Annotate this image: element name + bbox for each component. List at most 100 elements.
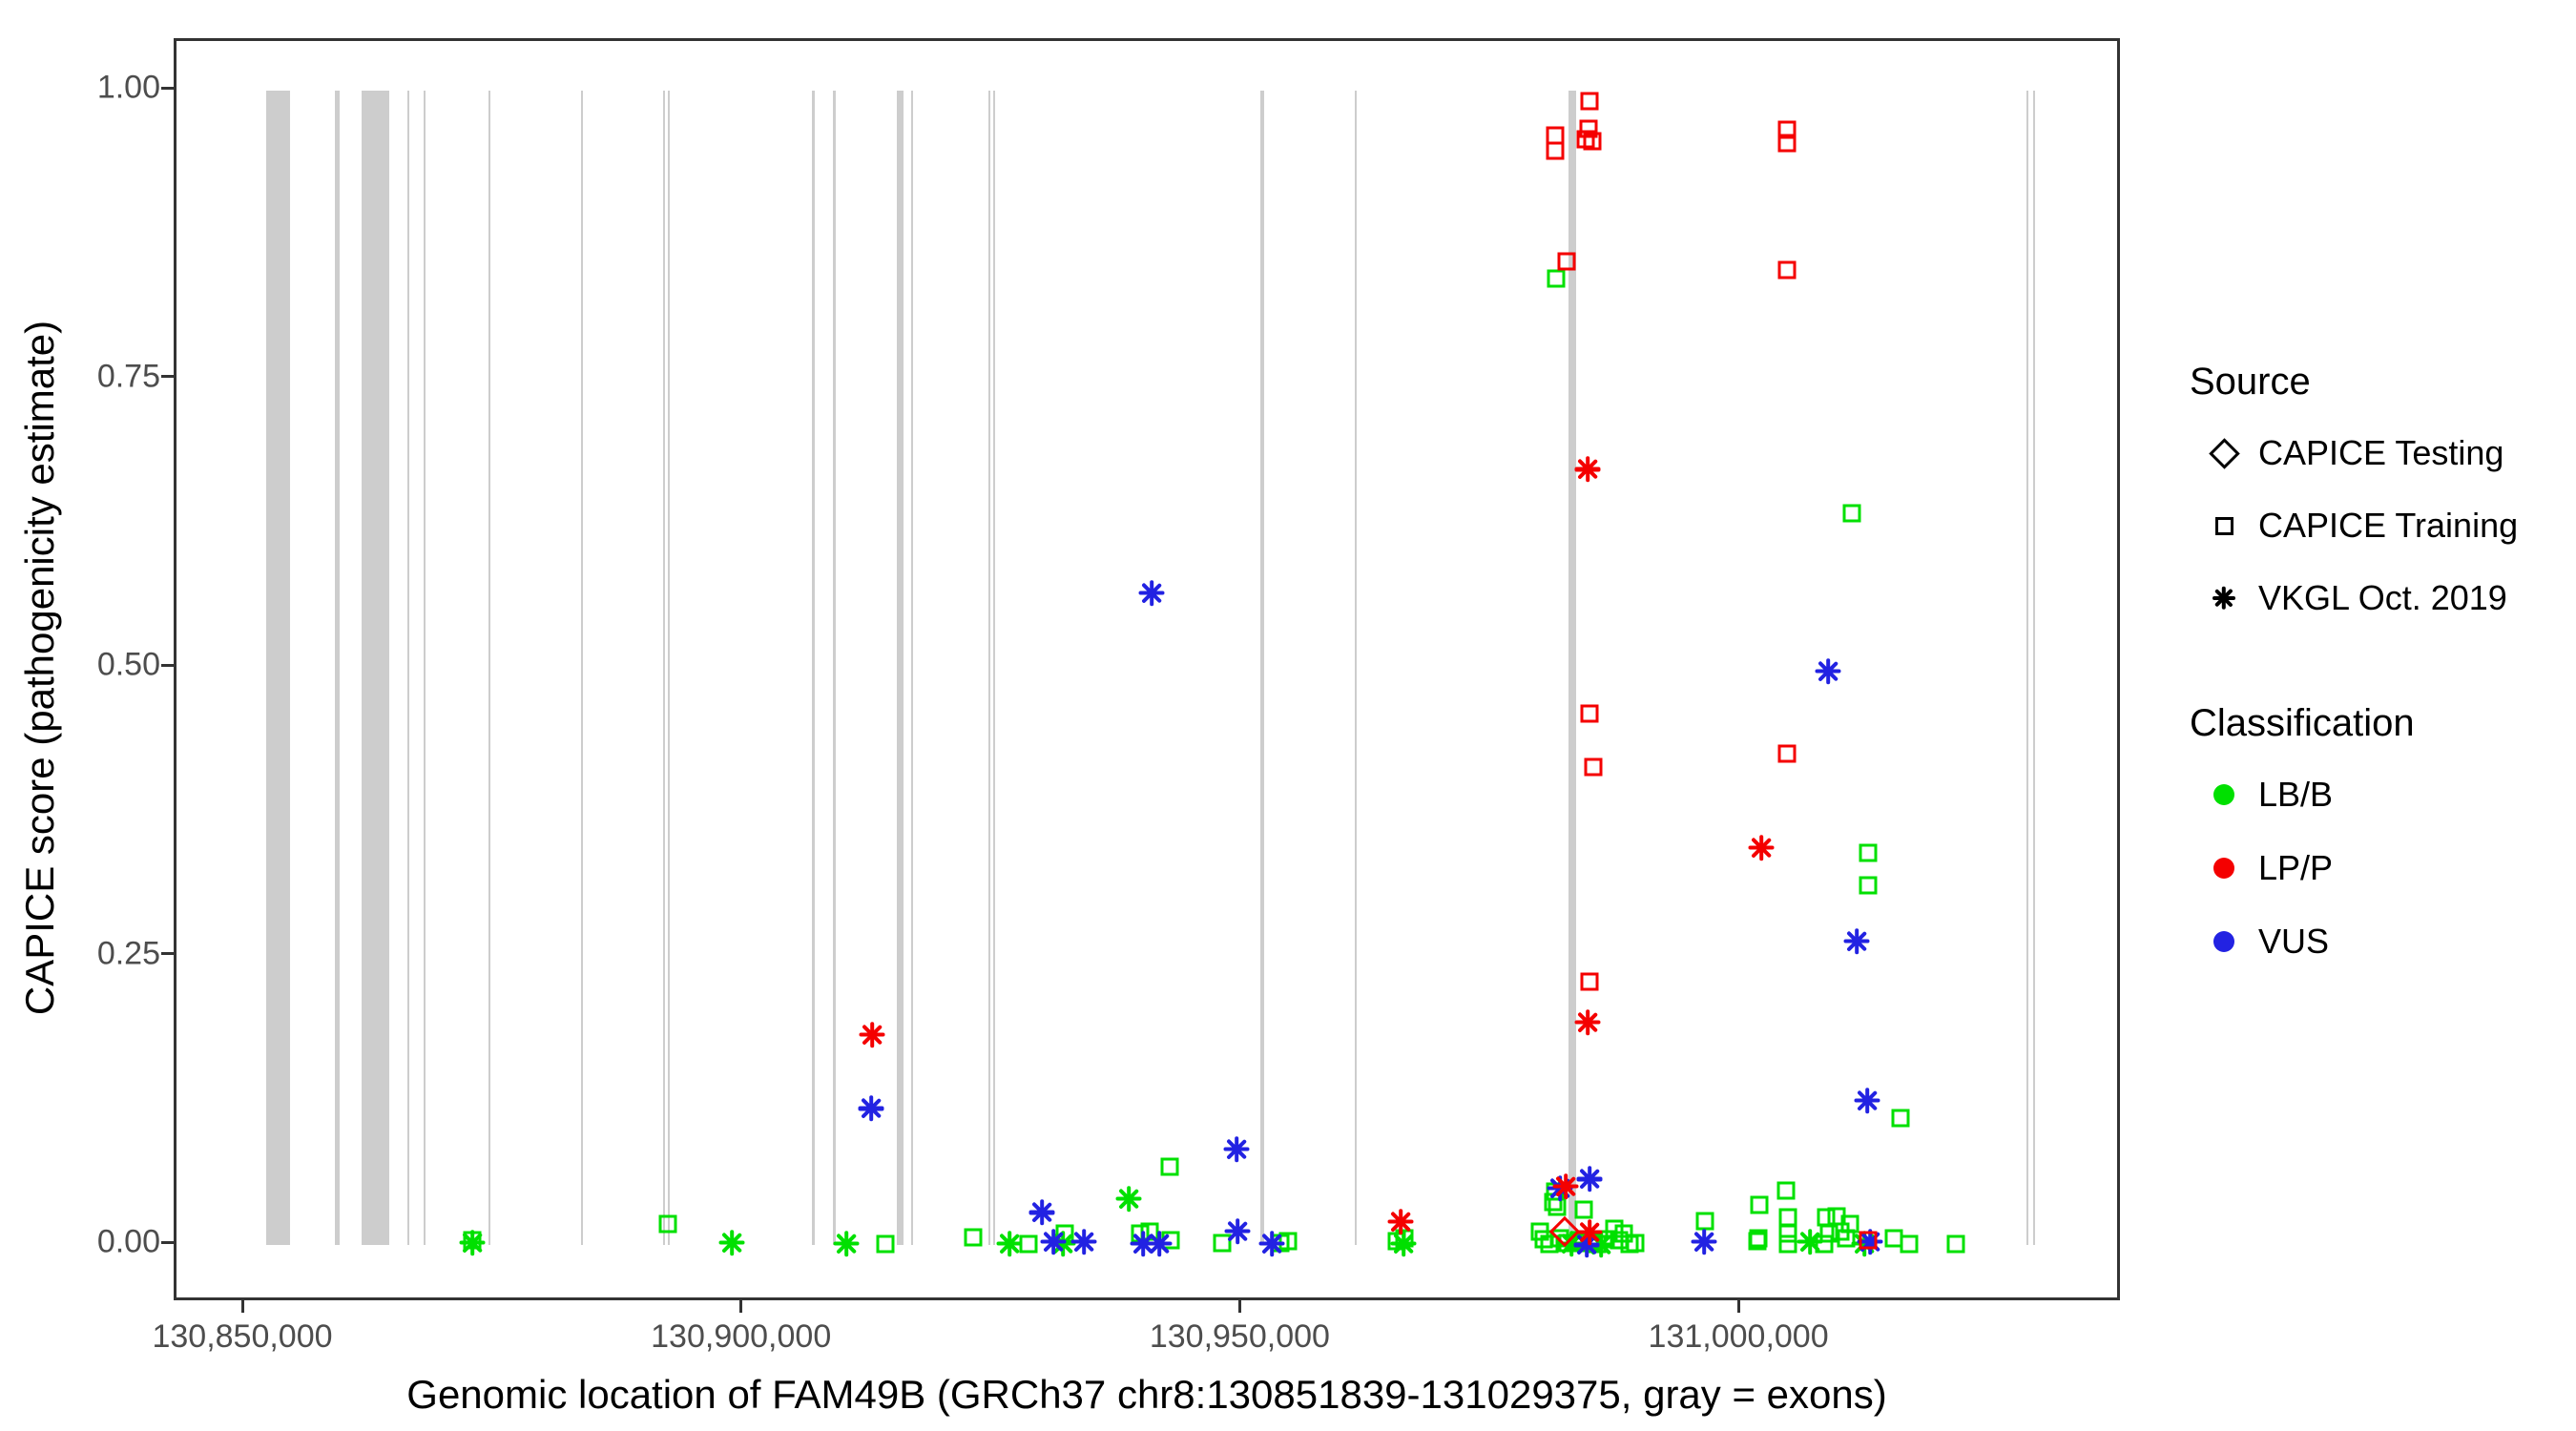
data-point-asterisk xyxy=(1258,1231,1285,1257)
data-point-square xyxy=(1859,876,1878,894)
legend-source-label: VKGL Oct. 2019 xyxy=(2258,578,2507,617)
data-point-asterisk xyxy=(1573,1232,1600,1258)
y-tick-mark xyxy=(161,86,174,90)
data-point-square xyxy=(1540,1234,1559,1254)
exon-bar xyxy=(833,91,837,1245)
data-point-square xyxy=(1547,269,1566,288)
data-point-asterisk xyxy=(1748,835,1775,861)
exon-bar xyxy=(2026,91,2029,1245)
data-point-asterisk xyxy=(1843,928,1870,955)
exon-bar xyxy=(667,91,670,1245)
data-point-asterisk xyxy=(1574,456,1601,483)
x-tick-label: 131,000,000 xyxy=(1648,1318,1829,1355)
data-point-asterisk xyxy=(1146,1231,1173,1257)
x-tick-label: 130,950,000 xyxy=(1149,1318,1330,1355)
data-point-square xyxy=(1778,1234,1797,1254)
exon-bar xyxy=(335,91,340,1245)
data-point-square xyxy=(1584,757,1603,777)
exon-bar xyxy=(2032,91,2035,1245)
data-point-asterisk xyxy=(1049,1231,1076,1257)
data-point-asterisk xyxy=(1040,1228,1067,1255)
data-point-square xyxy=(1614,1224,1633,1243)
y-tick-label: 0.50 xyxy=(96,646,160,683)
data-point-asterisk xyxy=(1138,579,1165,606)
y-tick-mark xyxy=(161,663,174,667)
data-point-asterisk xyxy=(858,1095,883,1122)
data-point-square xyxy=(1777,120,1797,139)
data-point-square xyxy=(1900,1234,1919,1254)
data-point-square xyxy=(1777,260,1797,280)
data-point-asterisk xyxy=(1588,1232,1614,1258)
data-point-square xyxy=(1891,1109,1910,1128)
legend-source-item: CAPICE Training xyxy=(2199,505,2518,547)
data-point-square xyxy=(1580,704,1599,723)
data-point-square xyxy=(1840,1214,1859,1234)
x-tick-label: 130,900,000 xyxy=(651,1318,832,1355)
exon-bar xyxy=(812,91,815,1245)
data-point-square xyxy=(1777,744,1797,763)
data-point-square xyxy=(1750,1195,1769,1214)
data-point-asterisk xyxy=(1854,1088,1880,1114)
x-tick-label: 130,850,000 xyxy=(152,1318,333,1355)
y-axis-title: CAPICE score (pathogenicity estimate) xyxy=(17,320,62,1016)
legend-source-item: CAPICE Testing xyxy=(2199,432,2503,474)
exon-bar xyxy=(265,91,290,1245)
data-point-square xyxy=(1777,134,1797,152)
exon-bar xyxy=(1260,91,1265,1245)
data-point-square xyxy=(1749,1229,1768,1248)
x-tick-mark xyxy=(1736,1300,1740,1313)
data-point-square xyxy=(1842,504,1861,523)
data-point-square xyxy=(1546,141,1565,160)
data-point-asterisk xyxy=(1387,1209,1414,1235)
data-point-square xyxy=(658,1214,677,1234)
legend-classification-label: VUS xyxy=(2258,922,2330,961)
data-point-asterisk xyxy=(1815,658,1841,685)
data-point-square xyxy=(964,1228,983,1246)
legend-classification-item: VUS xyxy=(2199,921,2329,963)
data-point-square xyxy=(1815,1234,1834,1254)
y-tick-label: 0.00 xyxy=(96,1223,160,1260)
legend-classification-label: LB/B xyxy=(2258,775,2334,814)
data-point-asterisk xyxy=(1223,1136,1250,1163)
data-point-square xyxy=(1859,843,1878,862)
data-point-square xyxy=(1579,119,1598,138)
data-point-square xyxy=(463,1231,482,1250)
data-point-square xyxy=(1778,1224,1797,1243)
data-point-asterisk xyxy=(1558,1231,1585,1257)
exon-bar xyxy=(993,91,996,1245)
legend-source-label: CAPICE Training xyxy=(2258,506,2519,545)
data-point-asterisk xyxy=(1028,1199,1055,1226)
data-point-square xyxy=(1580,972,1599,991)
data-point-asterisk xyxy=(1130,1231,1156,1257)
data-point-asterisk xyxy=(1576,1219,1603,1246)
data-point-square xyxy=(876,1234,895,1254)
exon-bar xyxy=(424,91,426,1245)
data-point-asterisk xyxy=(1797,1228,1823,1255)
data-point-square xyxy=(1019,1234,1038,1254)
data-point-square xyxy=(1548,1197,1567,1216)
data-point-square xyxy=(1626,1234,1645,1253)
x-tick-mark xyxy=(739,1300,743,1313)
data-point-asterisk xyxy=(718,1230,745,1256)
data-point-asterisk xyxy=(1691,1228,1717,1255)
exon-bar xyxy=(1568,91,1576,1245)
data-point-square xyxy=(1580,92,1599,111)
color-dot-icon xyxy=(2199,784,2249,805)
plot-panel xyxy=(174,38,2120,1300)
data-point-square xyxy=(1946,1234,1965,1254)
legend-source-title: Source xyxy=(2190,361,2311,403)
data-point-asterisk xyxy=(1070,1228,1097,1255)
exon-bar xyxy=(1355,91,1358,1245)
data-point-square xyxy=(1395,1229,1414,1248)
exon-bar xyxy=(987,91,990,1245)
y-tick-label: 0.25 xyxy=(96,935,160,971)
color-dot-icon xyxy=(2199,858,2249,879)
data-point-asterisk xyxy=(1552,1172,1579,1199)
data-point-square xyxy=(1574,1200,1593,1218)
exon-bar xyxy=(897,91,904,1245)
data-point-asterisk xyxy=(1574,1008,1601,1035)
legend-source-item: VKGL Oct. 2019 xyxy=(2199,577,2507,619)
data-point-asterisk xyxy=(459,1230,486,1256)
data-point-asterisk xyxy=(833,1231,860,1257)
